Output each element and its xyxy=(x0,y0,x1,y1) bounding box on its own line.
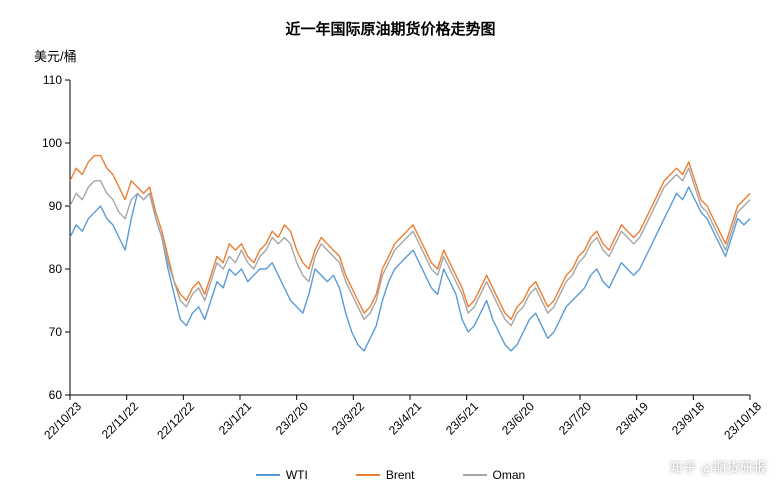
x-tick-label: 23/5/21 xyxy=(443,399,481,437)
legend-label: Oman xyxy=(493,468,526,482)
series-line-wti xyxy=(70,187,750,351)
x-tick-label: 23/7/20 xyxy=(556,399,594,437)
series-line-brent xyxy=(70,156,750,320)
x-tick-label: 22/11/22 xyxy=(98,399,140,441)
series-line-oman xyxy=(70,168,750,326)
x-tick-label: 23/1/21 xyxy=(216,399,254,437)
x-tick-label: 23/8/19 xyxy=(613,399,651,437)
x-tick-label: 23/4/21 xyxy=(386,399,424,437)
legend-label: Brent xyxy=(386,468,415,482)
legend-swatch xyxy=(463,474,487,476)
legend: WTI Brent Oman xyxy=(0,468,781,482)
legend-item-oman: Oman xyxy=(463,468,526,482)
chart-svg xyxy=(70,80,750,395)
legend-swatch xyxy=(256,474,280,476)
x-tick-label: 23/9/18 xyxy=(669,399,707,437)
x-tick-label: 22/12/22 xyxy=(155,399,198,442)
legend-swatch xyxy=(356,474,380,476)
x-tick-label: 23/6/20 xyxy=(499,399,537,437)
x-tick-label: 23/2/20 xyxy=(273,399,311,437)
watermark: 知乎 @期货研报 xyxy=(670,457,767,476)
x-tick-label: 23/3/22 xyxy=(329,399,367,437)
legend-item-brent: Brent xyxy=(356,468,415,482)
legend-label: WTI xyxy=(286,468,308,482)
plot-area: 6070809010011022/10/2322/11/2222/12/2223… xyxy=(70,80,750,395)
x-tick-label: 23/10/18 xyxy=(721,399,764,442)
x-tick-label: 22/10/23 xyxy=(41,399,84,442)
legend-item-wti: WTI xyxy=(256,468,308,482)
chart-title: 近一年国际原油期货价格走势图 xyxy=(0,18,781,39)
y-axis-label: 美元/桶 xyxy=(34,46,77,65)
